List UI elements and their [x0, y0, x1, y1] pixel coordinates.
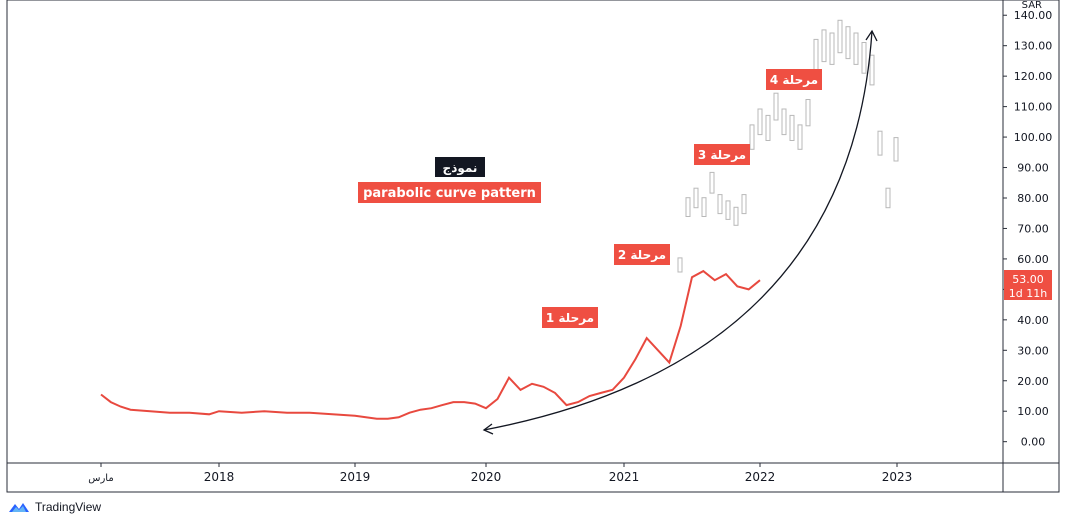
- y-tick-label: 10.00: [1017, 405, 1049, 418]
- currency-label: SAR: [1022, 0, 1042, 11]
- plot-frame: [6, 0, 1060, 493]
- y-axis-ticks: 0.0010.0020.0030.0040.0050.0060.0070.008…: [1003, 9, 1053, 449]
- svg-text:مرحلة 1: مرحلة 1: [546, 311, 594, 325]
- ohlc-bar: [709, 171, 715, 194]
- ohlc-bar: [893, 137, 899, 162]
- y-tick-label: 90.00: [1017, 162, 1049, 175]
- ohlc-bar: [861, 42, 867, 74]
- ohlc-bar: [837, 19, 843, 54]
- ohlc-bar: [869, 54, 875, 86]
- ohlc-bar: [677, 257, 683, 273]
- y-tick-label: 20.00: [1017, 375, 1049, 388]
- x-tick-label: 2020: [471, 470, 502, 484]
- ohlc-bar: [693, 187, 699, 209]
- ohlc-bar: [733, 206, 739, 226]
- ohlc-bar: [813, 38, 819, 71]
- ohlc-bar: [845, 26, 851, 60]
- y-tick-label: 80.00: [1017, 192, 1049, 205]
- ohlc-bar: [725, 200, 731, 220]
- price-tag-value: 53.00: [1012, 273, 1044, 286]
- ohlc-bar: [805, 99, 811, 127]
- svg-text:مرحلة 4: مرحلة 4: [770, 73, 818, 87]
- ohlc-bar: [717, 194, 723, 215]
- y-tick-label: 130.00: [1014, 40, 1053, 53]
- ohlc-bar: [773, 92, 779, 121]
- x-axis-ticks: مارس 2018 2019 2020 2021 2022 2023: [88, 463, 912, 484]
- ohlc-bar: [765, 114, 771, 142]
- pattern-title-en: parabolic curve pattern: [363, 186, 536, 201]
- x-tick-label: 2023: [882, 470, 913, 484]
- svg-text:مرحلة 3: مرحلة 3: [698, 148, 746, 162]
- svg-text:مرحلة 2: مرحلة 2: [618, 248, 666, 262]
- ohlc-bar: [741, 194, 747, 215]
- ohlc-bar: [781, 108, 787, 136]
- x-tick-label: 2022: [745, 470, 776, 484]
- y-tick-label: 40.00: [1017, 314, 1049, 327]
- x-tick-label: 2019: [340, 470, 371, 484]
- arrow-head-end: [865, 29, 878, 42]
- y-tick-label: 70.00: [1017, 222, 1049, 235]
- ohlc-bars: [677, 19, 899, 273]
- y-tick-label: 30.00: [1017, 344, 1049, 357]
- ohlc-bar: [701, 197, 707, 217]
- ohlc-bar: [749, 124, 755, 150]
- price-tag-box: [1004, 270, 1052, 300]
- x-tick-label: 2021: [609, 470, 640, 484]
- y-tick-label: 100.00: [1014, 131, 1053, 144]
- y-tick-label: 140.00: [1014, 9, 1053, 22]
- x-tick-label: 2018: [204, 470, 235, 484]
- ohlc-bar: [877, 130, 883, 156]
- price-tag-countdown: 1d 11h: [1009, 287, 1047, 300]
- ohlc-bar: [789, 114, 795, 142]
- ohlc-bar: [821, 29, 827, 63]
- pattern-title-ar: نموذج: [443, 161, 478, 176]
- ohlc-bar: [853, 32, 859, 65]
- y-tick-label: 110.00: [1014, 101, 1053, 114]
- y-tick-label: 120.00: [1014, 70, 1053, 83]
- tradingview-brand[interactable]: TradingView: [35, 500, 102, 514]
- ohlc-bar: [757, 108, 763, 136]
- stage-label-2: مرحلة 2: [614, 244, 670, 265]
- arrow-head-start: [482, 423, 494, 435]
- stage-label-4: مرحلة 4: [766, 69, 822, 90]
- y-tick-label: 0.00: [1021, 436, 1046, 449]
- stage-label-3: مرحلة 3: [694, 144, 750, 165]
- tradingview-logo-icon: [9, 503, 29, 512]
- stage-label-1: مرحلة 1: [542, 307, 598, 328]
- pattern-title-en-box: [358, 182, 541, 203]
- price-line: [100, 269, 761, 420]
- footer: TradingView: [8, 500, 101, 514]
- ohlc-bar: [885, 187, 891, 209]
- pattern-title-ar-box: [435, 157, 485, 177]
- ohlc-bar: [685, 197, 691, 217]
- y-tick-label: 60.00: [1017, 253, 1049, 266]
- ohlc-bar: [829, 32, 835, 65]
- ohlc-bar: [797, 124, 803, 150]
- x-tick-label: مارس: [88, 473, 113, 484]
- parabolic-arrow: [483, 30, 873, 431]
